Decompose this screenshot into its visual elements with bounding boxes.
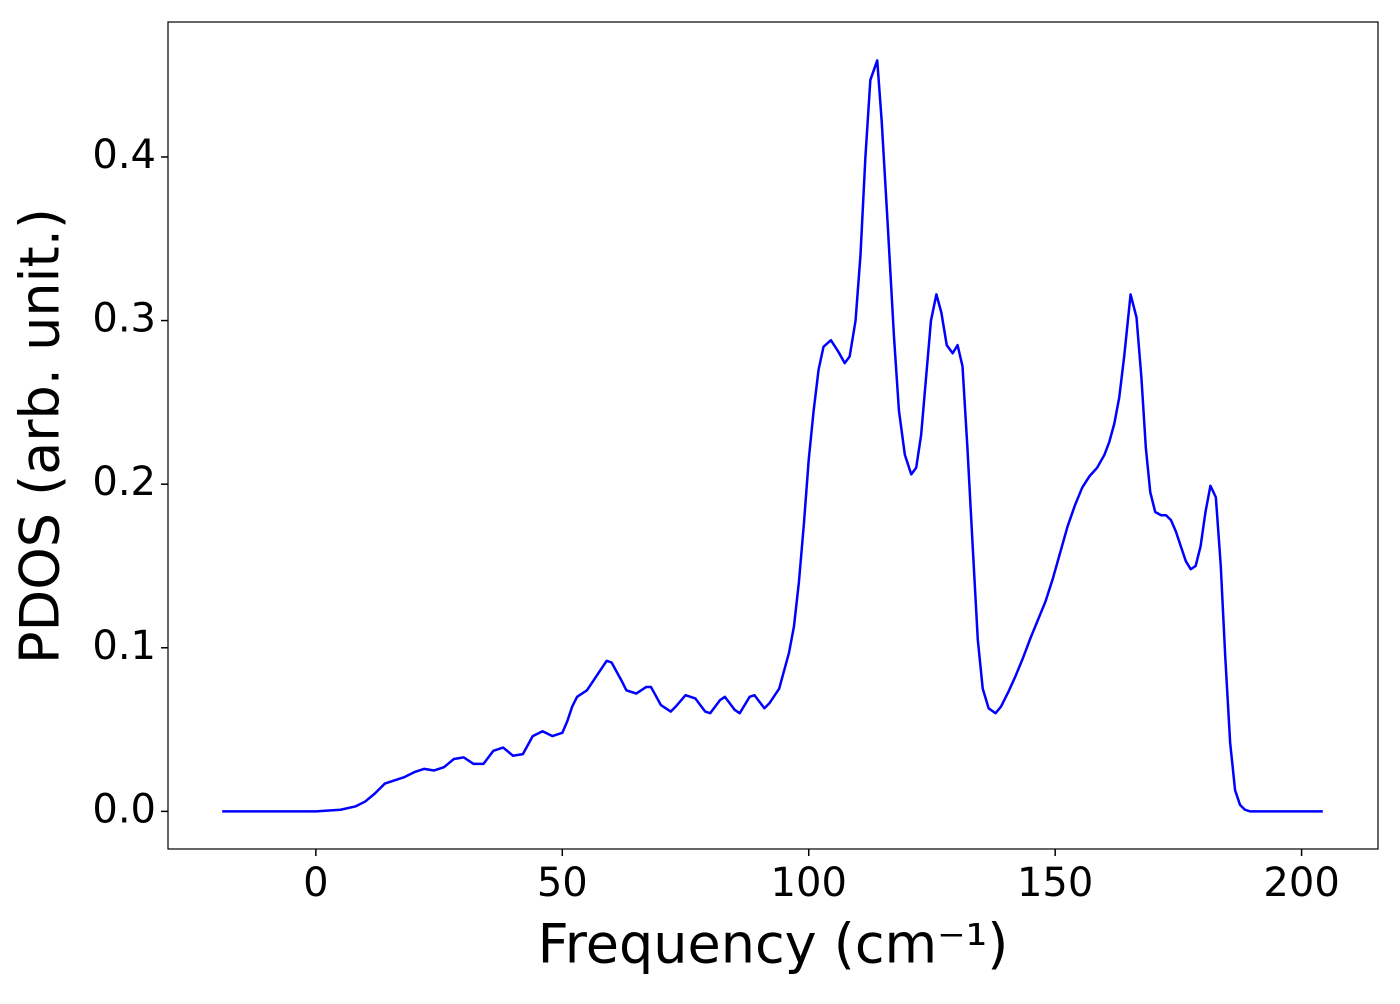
y-tick-label: 0.2 — [92, 459, 156, 505]
x-tick-label: 0 — [303, 860, 328, 906]
plot-frame — [167, 21, 1379, 850]
x-tick-label: 150 — [1017, 860, 1093, 906]
y-axis-label: PDOS (arb. unit.) — [9, 208, 72, 664]
x-tick-label: 100 — [771, 860, 847, 906]
y-tick-label: 0.3 — [92, 296, 156, 342]
x-axis-label: Frequency (cm⁻¹) — [538, 913, 1009, 976]
x-tick-label: 50 — [537, 860, 588, 906]
y-tick-label: 0.0 — [92, 786, 156, 832]
x-tick-label: 200 — [1263, 860, 1339, 906]
data-line — [222, 59, 1323, 813]
y-tick-label: 0.1 — [92, 623, 156, 669]
y-tick-label: 0.4 — [92, 132, 156, 178]
